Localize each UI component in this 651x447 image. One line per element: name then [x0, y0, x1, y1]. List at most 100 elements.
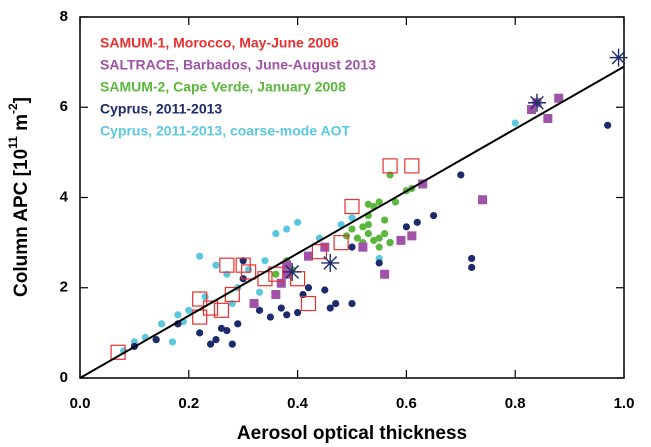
point — [213, 302, 230, 318]
point — [375, 198, 383, 206]
point — [604, 121, 612, 129]
point — [348, 214, 356, 222]
x-tick-label: 0.6 — [396, 395, 417, 412]
x-axis-label: Aerosol optical thickness — [237, 423, 467, 444]
point — [543, 114, 553, 124]
point — [609, 48, 628, 67]
point — [396, 235, 406, 245]
point — [300, 295, 317, 312]
point — [391, 198, 400, 206]
y-tick-label: 0 — [60, 369, 68, 386]
point — [283, 225, 291, 233]
point — [304, 284, 313, 292]
point — [321, 253, 340, 272]
point — [294, 308, 302, 317]
y-tick-label: 2 — [60, 279, 68, 296]
point — [457, 171, 465, 179]
point — [303, 251, 313, 261]
point — [192, 291, 208, 307]
x-tick-label: 0.8 — [505, 395, 526, 412]
point — [272, 270, 280, 278]
y-axis-label: Column APC [1011 m-2] — [6, 97, 32, 297]
point — [375, 259, 383, 267]
point — [271, 290, 281, 300]
point — [332, 299, 340, 308]
legend-entry: SALTRACE, Barbados, June-August 2013 — [100, 57, 376, 73]
point — [380, 269, 390, 279]
y-axis-label-part: -2 — [6, 103, 20, 114]
point — [217, 324, 226, 332]
point — [212, 261, 220, 269]
point — [386, 239, 394, 247]
point — [478, 195, 488, 205]
point — [418, 179, 428, 189]
point — [158, 320, 166, 328]
y-tick-label: 8 — [60, 8, 68, 25]
asterisk-stroke — [323, 256, 338, 270]
y-tick-label: 6 — [60, 98, 68, 115]
point — [333, 235, 349, 251]
asterisk-stroke — [611, 50, 626, 65]
point — [277, 304, 285, 312]
point — [255, 288, 264, 296]
point — [468, 263, 476, 272]
point — [266, 313, 274, 321]
point — [364, 220, 372, 229]
point — [206, 340, 215, 348]
point — [348, 225, 356, 233]
point — [294, 218, 302, 226]
point — [381, 230, 389, 238]
point — [407, 231, 417, 241]
y-axis-label-part: m — [11, 114, 32, 136]
point — [174, 311, 182, 319]
point — [268, 266, 284, 282]
fit-line — [79, 65, 625, 379]
point — [364, 230, 372, 238]
point — [282, 260, 292, 270]
point — [276, 278, 286, 288]
point — [241, 264, 257, 280]
point — [326, 304, 334, 312]
legend-entry: Cyprus, 2011-2013 — [100, 101, 222, 117]
point — [375, 243, 383, 251]
legend-entry: SAMUM-1, Morocco, May-June 2006 — [100, 35, 339, 51]
y-tick-label: 4 — [60, 188, 69, 205]
point — [527, 105, 537, 115]
point — [228, 340, 236, 348]
point — [413, 218, 421, 226]
point — [511, 119, 519, 127]
point — [283, 262, 302, 281]
asterisk-stroke — [530, 95, 544, 110]
legend-entry: SAMUM-2, Cape Verde, January 2008 — [100, 79, 346, 95]
point — [185, 306, 193, 314]
point — [196, 329, 204, 337]
point — [320, 242, 330, 252]
y-axis-label-part: 11 — [6, 136, 20, 149]
point — [358, 242, 368, 252]
y-axis-label-part: ] — [11, 97, 32, 103]
point — [249, 299, 259, 309]
point — [468, 254, 476, 263]
point — [344, 198, 360, 215]
point — [364, 200, 372, 208]
point — [196, 252, 204, 260]
x-tick-label: 1.0 — [614, 395, 635, 412]
point — [152, 336, 160, 344]
point — [353, 234, 362, 242]
point — [212, 336, 220, 344]
point — [382, 158, 398, 174]
point — [282, 269, 292, 279]
y-axis-label-part: Column APC [10 — [11, 149, 32, 297]
point — [219, 257, 235, 273]
point — [234, 320, 242, 328]
point — [375, 234, 383, 242]
point — [311, 244, 327, 260]
point — [201, 293, 209, 301]
point — [223, 327, 231, 335]
point — [348, 299, 356, 308]
point — [168, 338, 177, 346]
point — [321, 286, 329, 294]
x-tick-label: 0.2 — [178, 395, 199, 412]
point — [261, 257, 269, 265]
